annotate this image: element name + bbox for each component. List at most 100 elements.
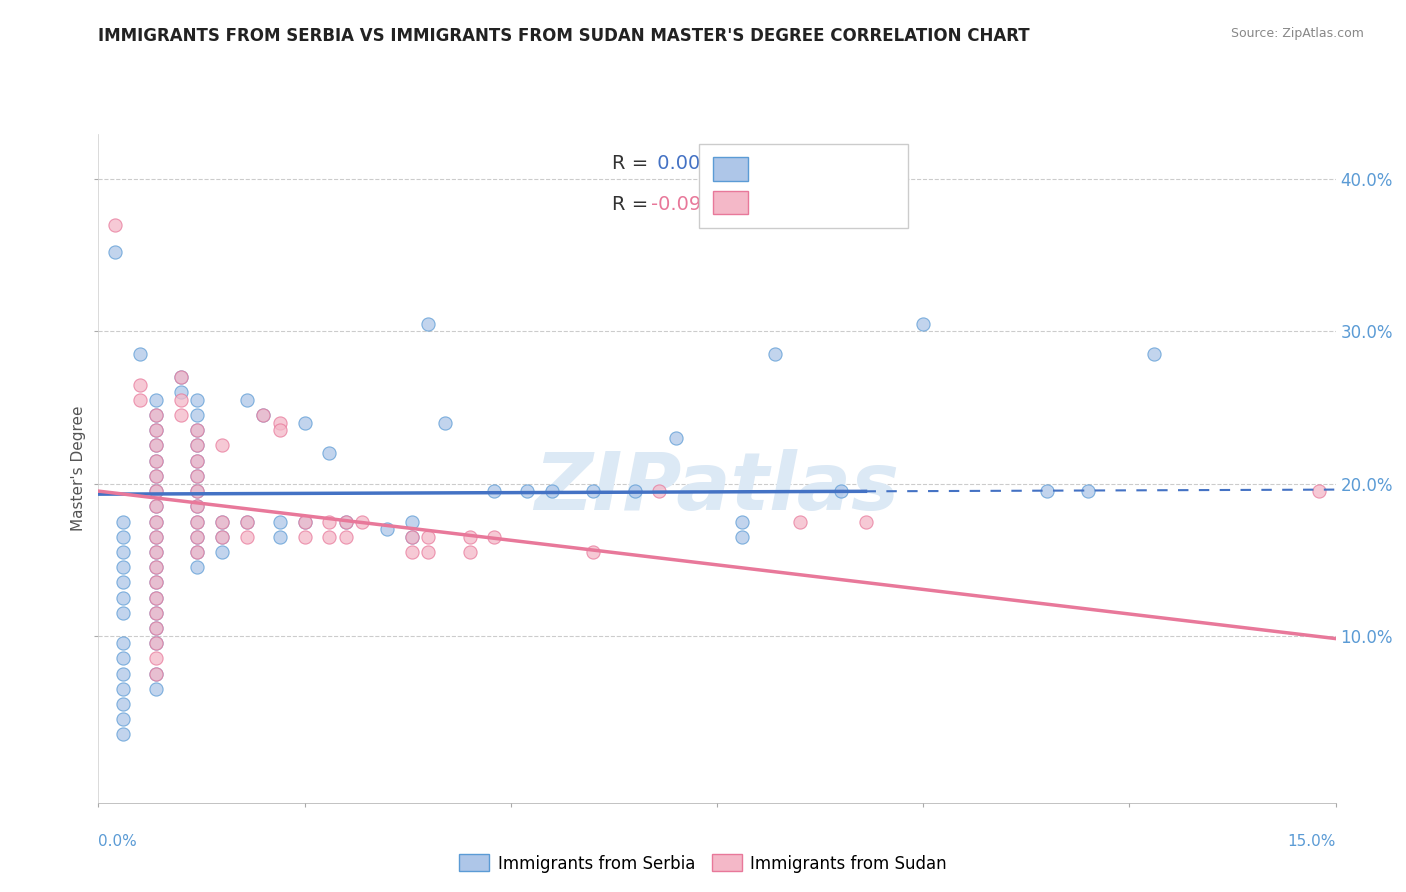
Text: 0.0%: 0.0%	[98, 834, 138, 849]
Point	[418, 545, 440, 559]
Point	[186, 515, 208, 529]
Point	[186, 423, 208, 437]
Point	[269, 416, 291, 430]
Point	[145, 591, 167, 605]
Point	[145, 681, 167, 696]
Point	[145, 408, 167, 422]
Text: 0.003: 0.003	[651, 154, 713, 173]
Point	[186, 438, 208, 452]
Point	[186, 438, 208, 452]
Y-axis label: Master's Degree: Master's Degree	[70, 406, 86, 531]
Point	[211, 545, 233, 559]
Point	[145, 515, 167, 529]
Point	[211, 515, 233, 529]
Text: IMMIGRANTS FROM SERBIA VS IMMIGRANTS FROM SUDAN MASTER'S DEGREE CORRELATION CHAR: IMMIGRANTS FROM SERBIA VS IMMIGRANTS FRO…	[98, 27, 1031, 45]
Point	[112, 530, 135, 544]
Point	[1077, 484, 1099, 499]
Point	[401, 515, 423, 529]
Point	[112, 727, 135, 741]
Point	[648, 484, 671, 499]
Point	[418, 530, 440, 544]
Point	[145, 500, 167, 514]
Point	[236, 530, 259, 544]
Point	[145, 515, 167, 529]
Point	[145, 484, 167, 499]
Point	[170, 385, 193, 400]
Point	[186, 469, 208, 483]
Point	[186, 453, 208, 467]
Point	[112, 636, 135, 650]
Point	[170, 392, 193, 407]
Point	[186, 545, 208, 559]
Text: 79: 79	[763, 154, 789, 173]
Point	[236, 392, 259, 407]
Point	[145, 575, 167, 590]
Point	[170, 370, 193, 384]
Point	[582, 484, 605, 499]
Point	[186, 408, 208, 422]
Point	[145, 438, 167, 452]
Point	[855, 515, 877, 529]
Point	[186, 500, 208, 514]
Point	[335, 515, 357, 529]
Point	[211, 530, 233, 544]
Point	[186, 530, 208, 544]
Point	[269, 423, 291, 437]
Point	[731, 530, 754, 544]
Point	[541, 484, 564, 499]
Point	[294, 515, 316, 529]
Point	[112, 560, 135, 574]
Point	[112, 681, 135, 696]
Text: -0.097: -0.097	[651, 194, 714, 213]
Point	[516, 484, 538, 499]
Point	[112, 666, 135, 681]
Text: 15.0%: 15.0%	[1288, 834, 1336, 849]
Point	[145, 453, 167, 467]
Point	[211, 515, 233, 529]
Point	[335, 515, 357, 529]
Point	[294, 515, 316, 529]
Point	[145, 423, 167, 437]
Point	[830, 484, 852, 499]
Point	[112, 712, 135, 726]
Point	[401, 545, 423, 559]
Point	[763, 347, 786, 361]
Point	[252, 408, 274, 422]
Point	[186, 530, 208, 544]
Point	[401, 530, 423, 544]
Point	[789, 515, 811, 529]
Point	[128, 377, 150, 392]
Point	[318, 515, 340, 529]
Point	[582, 545, 605, 559]
Point	[112, 651, 135, 665]
Text: R =: R =	[612, 194, 654, 213]
Point	[145, 469, 167, 483]
Legend:                       ,                       : ,	[699, 144, 908, 228]
Point	[145, 560, 167, 574]
Point	[458, 530, 481, 544]
Text: 58: 58	[763, 194, 789, 213]
Point	[145, 392, 167, 407]
Point	[1143, 347, 1166, 361]
Point	[484, 484, 506, 499]
Point	[145, 469, 167, 483]
Point	[104, 218, 127, 232]
Point	[145, 560, 167, 574]
Point	[186, 423, 208, 437]
Point	[294, 530, 316, 544]
Point	[186, 500, 208, 514]
Point	[186, 484, 208, 499]
Point	[401, 530, 423, 544]
Point	[145, 423, 167, 437]
Point	[186, 453, 208, 467]
Point	[128, 392, 150, 407]
Point	[186, 484, 208, 499]
Point	[145, 666, 167, 681]
Text: Source: ZipAtlas.com: Source: ZipAtlas.com	[1230, 27, 1364, 40]
Point	[352, 515, 374, 529]
Point	[186, 392, 208, 407]
Point	[145, 621, 167, 635]
Point	[433, 416, 456, 430]
Text: N =: N =	[727, 194, 770, 213]
Point	[186, 560, 208, 574]
